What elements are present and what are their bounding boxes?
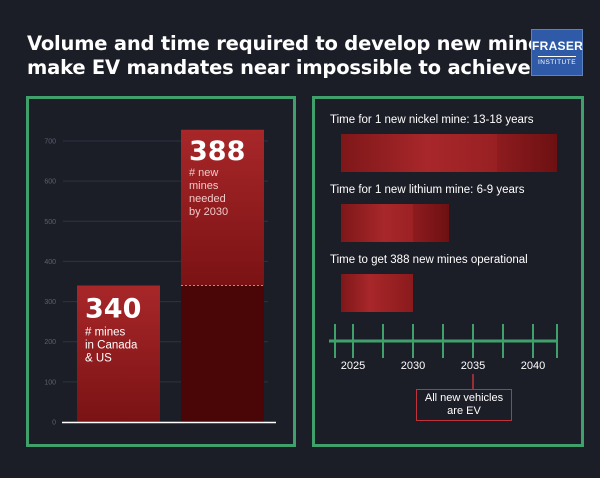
bar-caption-line: mines xyxy=(189,180,219,192)
operational-label: Time to get 388 new mines operational xyxy=(330,254,528,266)
bar-new-needed xyxy=(181,129,264,286)
bar-caption-line: # new xyxy=(189,167,218,179)
bar-caption-line: # mines xyxy=(85,327,126,339)
y-tick-label: 0 xyxy=(52,420,56,427)
y-tick-label: 100 xyxy=(44,379,56,386)
y-tick-label: 700 xyxy=(44,139,56,146)
title-line-1: Volume and time required to develop new … xyxy=(27,32,553,55)
bar-canada-us xyxy=(77,285,160,422)
timeline-bar-extension xyxy=(497,134,557,172)
x-tick-label: 2030 xyxy=(401,360,425,372)
y-tick-label: 400 xyxy=(44,259,56,266)
nickel-mine-label: Time for 1 new nickel mine: 13-18 years xyxy=(330,114,534,126)
x-tick-label: 2025 xyxy=(341,360,365,372)
bar-caption-line: in Canada xyxy=(85,340,138,352)
timeline-bar xyxy=(341,274,413,312)
bar-caption-line: by 2030 xyxy=(189,206,228,218)
timeline-panel xyxy=(312,96,584,447)
y-tick-label: 200 xyxy=(44,339,56,346)
logo-text-2: INSTITUTE xyxy=(537,59,577,66)
ev-annotation: All new vehicles are EV xyxy=(416,389,512,421)
bar-value-label: 340 xyxy=(85,294,141,325)
logo-rule xyxy=(538,56,576,57)
y-tick-label: 500 xyxy=(44,219,56,226)
timeline-bar-extension xyxy=(413,204,449,242)
bar-value-label: 388 xyxy=(189,136,245,167)
bar-caption-line: needed xyxy=(189,193,226,205)
ev-annotation-line-2: are EV xyxy=(447,405,481,417)
mines-count-panel xyxy=(26,96,296,447)
lithium-mine-label: Time for 1 new lithium mine: 6-9 years xyxy=(330,184,525,196)
logo-text-1: FRASER xyxy=(532,39,584,53)
title-line-2: make EV mandates near impossible to achi… xyxy=(27,56,531,79)
bar-existing-base xyxy=(181,285,264,422)
bar-caption-line: & US xyxy=(85,353,112,365)
page-title: Volume and time required to develop new … xyxy=(27,32,553,80)
y-tick-label: 300 xyxy=(44,299,56,306)
ev-annotation-line-1: All new vehicles xyxy=(424,392,504,404)
fraser-institute-logo: FRASER INSTITUTE xyxy=(531,29,583,76)
x-tick-label: 2035 xyxy=(461,360,485,372)
y-tick-label: 600 xyxy=(44,179,56,186)
x-tick-label: 2040 xyxy=(521,360,545,372)
